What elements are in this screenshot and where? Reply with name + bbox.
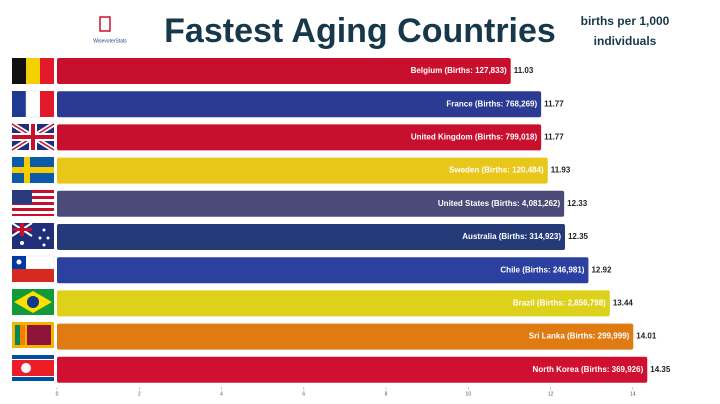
bar xyxy=(57,224,565,250)
logo-text: WisevoterStats xyxy=(93,38,127,44)
bar-label: Sweden (Births: 120,484) xyxy=(449,166,544,175)
value-label: 14.01 xyxy=(636,332,657,341)
value-label: 14.35 xyxy=(650,365,671,374)
x-tick-label: 8 xyxy=(385,391,388,397)
x-tick-label: 10 xyxy=(466,391,472,397)
x-tick-label: 12 xyxy=(548,391,554,397)
bar xyxy=(57,323,634,350)
bar-label: Chile (Births: 246,981) xyxy=(500,265,584,274)
x-tick-label: 0 xyxy=(56,391,59,397)
value-label: 11.03 xyxy=(514,66,534,75)
bar-label: France (Births: 768,269) xyxy=(446,99,537,108)
bar xyxy=(57,257,589,284)
bar xyxy=(57,91,542,118)
value-label: 12.35 xyxy=(568,232,589,241)
bar-label: United States (Births: 4,081,262) xyxy=(438,199,561,208)
bar xyxy=(57,290,610,317)
logo-icon xyxy=(99,16,111,32)
x-tick-label: 6 xyxy=(302,391,305,397)
flag xyxy=(12,58,54,84)
bar-label: United Kingdom (Births: 799,018) xyxy=(411,133,538,142)
bar-label: Australia (Births: 314,923) xyxy=(462,232,561,241)
flag xyxy=(12,90,54,118)
bar xyxy=(57,157,548,184)
subtitle: individuals xyxy=(594,34,657,48)
flag xyxy=(11,255,55,282)
value-label: 12.92 xyxy=(591,265,612,274)
bar xyxy=(57,124,542,151)
x-tick-label: 4 xyxy=(220,391,223,397)
x-tick-label: 2 xyxy=(138,391,141,397)
x-tick-label: 14 xyxy=(630,391,636,397)
value-label: 13.44 xyxy=(613,299,634,308)
flag xyxy=(10,121,56,153)
flag xyxy=(12,157,54,183)
bar-label: Sri Lanka (Births: 299,999) xyxy=(529,332,630,341)
bar-label: Brazil (Births: 2,856,798) xyxy=(513,299,606,308)
flag xyxy=(12,289,54,315)
bar xyxy=(57,190,565,217)
subtitle: births per 1,000 xyxy=(581,14,670,28)
value-label: 11.93 xyxy=(551,166,571,175)
value-label: 12.33 xyxy=(567,199,588,208)
flag xyxy=(11,222,54,249)
bar-label: Belgium (Births: 127,833) xyxy=(411,66,507,75)
chart-title: Fastest Aging Countries xyxy=(164,12,556,50)
flag xyxy=(12,322,54,348)
logo: WisevoterStats xyxy=(93,16,127,44)
flag xyxy=(12,190,54,216)
bar xyxy=(57,58,511,84)
value-label: 11.77 xyxy=(544,133,564,142)
flag xyxy=(12,355,54,381)
bar-label: North Korea (Births: 369,926) xyxy=(533,365,644,374)
flags xyxy=(10,58,56,381)
value-label: 11.77 xyxy=(544,99,564,108)
bar xyxy=(57,356,648,383)
